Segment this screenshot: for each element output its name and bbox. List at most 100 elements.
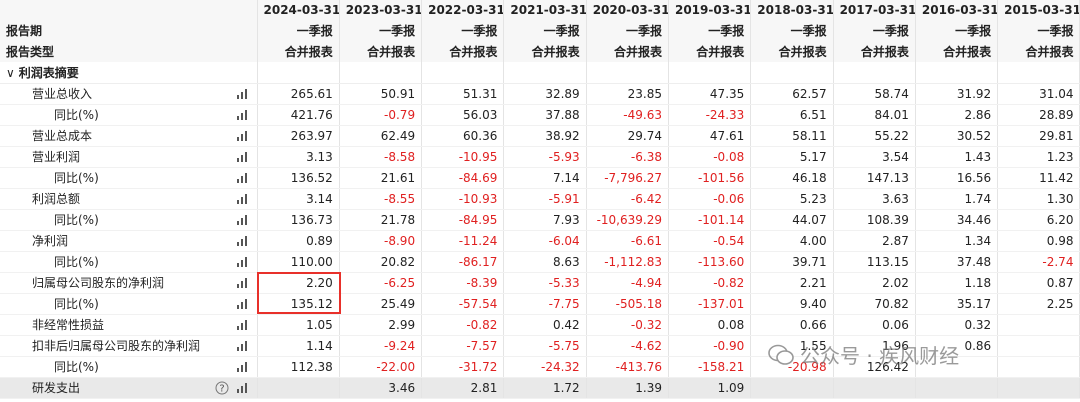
data-row: 同比(%) 112.38 -22.00 -31.72 -24.32 -413.76 -158… bbox=[0, 356, 1080, 378]
svg-text:?: ? bbox=[219, 383, 224, 394]
value-cell: 1.14 bbox=[257, 335, 340, 357]
value-cell: 55.22 bbox=[833, 125, 916, 147]
date-header: 2024-03-31 bbox=[257, 0, 340, 20]
empty-cell bbox=[668, 62, 752, 84]
chart-icon[interactable] bbox=[236, 151, 249, 162]
value-cell: 0.98 bbox=[997, 230, 1080, 252]
chart-icon[interactable] bbox=[236, 382, 249, 393]
value-cell: 0.06 bbox=[833, 314, 916, 336]
row-label-text: 净利润 bbox=[32, 234, 69, 248]
date-header: 2022-03-31 bbox=[421, 0, 505, 20]
date-header: 2015-03-31 bbox=[997, 0, 1080, 20]
date-header: 2017-03-31 bbox=[833, 0, 916, 20]
value-cell: 39.71 bbox=[750, 251, 834, 273]
value-cell: 34.46 bbox=[915, 209, 999, 231]
chart-icon[interactable] bbox=[236, 214, 249, 225]
meta-cell: 一季报 bbox=[257, 20, 340, 41]
section-label: ∨ 利润表摘要 bbox=[0, 62, 258, 84]
value-cell bbox=[833, 377, 916, 399]
chart-icon[interactable] bbox=[236, 235, 249, 246]
date-header: 2023-03-31 bbox=[339, 0, 423, 20]
meta-cell: 一季报 bbox=[503, 20, 587, 41]
value-cell: 31.04 bbox=[997, 83, 1080, 105]
section-title: 利润表摘要 bbox=[18, 65, 79, 80]
value-cell: -8.90 bbox=[339, 230, 423, 252]
value-cell: 1.05 bbox=[257, 314, 340, 336]
value-cell: -0.90 bbox=[668, 335, 752, 357]
value-cell: 0.66 bbox=[750, 314, 834, 336]
value-cell bbox=[257, 377, 340, 399]
chart-icon[interactable] bbox=[236, 88, 249, 99]
chart-icon[interactable] bbox=[236, 172, 249, 183]
meta-cell: 一季报 bbox=[915, 20, 999, 41]
value-cell: 3.13 bbox=[257, 146, 340, 168]
value-cell: 1.96 bbox=[833, 335, 916, 357]
value-cell: 1.74 bbox=[915, 188, 999, 210]
row-label-text: 同比(%) bbox=[54, 255, 99, 269]
data-row: 研发支出? 3.46 2.81 1.72 1.39 1.09 bbox=[0, 377, 1080, 399]
chart-icon[interactable] bbox=[236, 109, 249, 120]
chart-icon[interactable] bbox=[236, 340, 249, 351]
value-cell: 1.34 bbox=[915, 230, 999, 252]
value-cell: 6.20 bbox=[997, 209, 1080, 231]
chart-icon[interactable] bbox=[236, 277, 249, 288]
chart-icon[interactable] bbox=[236, 319, 249, 330]
value-cell: 8.63 bbox=[503, 251, 587, 273]
meta-cell: 一季报 bbox=[750, 20, 834, 41]
value-cell: 29.81 bbox=[997, 125, 1080, 147]
data-row: 扣非后归属母公司股东的净利润 1.14 -9.24 -7.57 -5.75 -4.62 -0… bbox=[0, 335, 1080, 357]
empty-cell bbox=[586, 62, 669, 84]
chart-icon[interactable] bbox=[236, 130, 249, 141]
meta-cell: 一季报 bbox=[833, 20, 916, 41]
value-cell: -113.60 bbox=[668, 251, 752, 273]
value-cell: -10,639.29 bbox=[586, 209, 669, 231]
value-cell: 44.07 bbox=[750, 209, 834, 231]
data-row: 非经常性损益 1.05 2.99 -0.82 0.42 -0.32 0.08 0.66 0.06… bbox=[0, 314, 1080, 336]
row-label: 同比(%) bbox=[0, 251, 258, 273]
help-icon[interactable]: ? bbox=[215, 381, 229, 395]
value-cell: 2.87 bbox=[833, 230, 916, 252]
value-cell: 2.25 bbox=[997, 293, 1080, 315]
row-label: 扣非后归属母公司股东的净利润 bbox=[0, 335, 258, 357]
value-cell: 16.56 bbox=[915, 167, 999, 189]
meta-cell: 一季报 bbox=[339, 20, 423, 41]
value-cell: 265.61 bbox=[257, 83, 340, 105]
row-label: 营业总收入 bbox=[0, 83, 258, 105]
meta-cell: 合并报表 bbox=[997, 41, 1080, 62]
value-cell: 37.48 bbox=[915, 251, 999, 273]
value-cell: 0.42 bbox=[503, 314, 587, 336]
value-cell: -7.75 bbox=[503, 293, 587, 315]
chart-icon[interactable] bbox=[236, 361, 249, 372]
empty-cell bbox=[503, 62, 587, 84]
value-cell: -101.56 bbox=[668, 167, 752, 189]
value-cell: 46.18 bbox=[750, 167, 834, 189]
data-row: 同比(%) 135.12 25.49 -57.54 -7.75 -505.18 -137.0… bbox=[0, 293, 1080, 315]
chart-icon[interactable] bbox=[236, 256, 249, 267]
chart-icon[interactable] bbox=[236, 298, 249, 309]
value-cell: -84.69 bbox=[421, 167, 505, 189]
value-cell: 1.18 bbox=[915, 272, 999, 294]
value-cell: -0.79 bbox=[339, 104, 423, 126]
value-cell: -8.39 bbox=[421, 272, 505, 294]
value-cell: 1.55 bbox=[750, 335, 834, 357]
value-cell: 21.61 bbox=[339, 167, 423, 189]
value-cell: 2.20 bbox=[257, 272, 340, 294]
row-label: 同比(%) bbox=[0, 209, 258, 231]
value-cell: -158.21 bbox=[668, 356, 752, 378]
value-cell: -0.32 bbox=[586, 314, 669, 336]
value-cell: 2.99 bbox=[339, 314, 423, 336]
value-cell bbox=[997, 314, 1080, 336]
value-cell: -6.42 bbox=[586, 188, 669, 210]
value-cell: 263.97 bbox=[257, 125, 340, 147]
row-label-text: 利润总额 bbox=[32, 192, 81, 206]
value-cell: -10.95 bbox=[421, 146, 505, 168]
row-label: 研发支出? bbox=[0, 377, 258, 399]
row-label: 同比(%) bbox=[0, 293, 258, 315]
value-cell: 31.92 bbox=[915, 83, 999, 105]
value-cell: -2.74 bbox=[997, 251, 1080, 273]
value-cell: 30.52 bbox=[915, 125, 999, 147]
value-cell bbox=[997, 356, 1080, 378]
value-cell: 58.74 bbox=[833, 83, 916, 105]
value-cell: 2.86 bbox=[915, 104, 999, 126]
chart-icon[interactable] bbox=[236, 193, 249, 204]
